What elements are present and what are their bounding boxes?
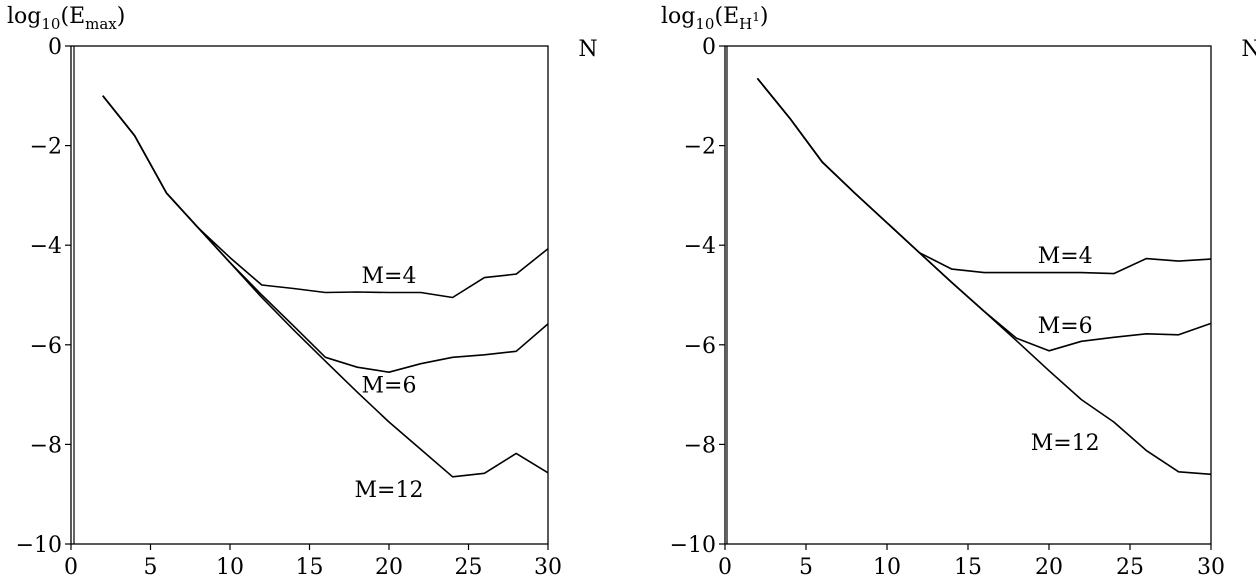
series-label: M=4	[362, 264, 417, 289]
x-tick-label: 25	[1116, 555, 1144, 580]
x-axis-label: N	[1241, 37, 1256, 62]
y-tick-label: 0	[702, 35, 716, 60]
series-label: M=4	[1038, 244, 1093, 269]
plot-frame	[70, 45, 549, 545]
x-tick-label: 5	[144, 555, 158, 580]
series-line-m-12	[756, 77, 1212, 476]
y-tick-label: −8	[30, 433, 62, 458]
x-tick-label: 30	[1197, 555, 1225, 580]
x-tick-label: 15	[296, 555, 324, 580]
series-label: M=12	[1031, 431, 1100, 456]
series-label: M=6	[362, 374, 417, 399]
plot-frame	[724, 45, 1212, 545]
chart-panel-2: 0−2−4−6−8−100 5 10 15 20 25 30Nlog10(EH1)M=4M=…	[661, 4, 1256, 580]
series-line-m-12	[102, 95, 549, 478]
chart-panel-1: 0−2−4−6−8−100 5 10 15 20 25 30Nlog10(Emax)M=4M…	[7, 4, 598, 580]
y-tick-label: −4	[684, 234, 716, 259]
x-tick-label: 0	[64, 555, 78, 580]
y-tick-label: −10	[16, 533, 62, 558]
y-axis-label: log10(Emax)	[7, 4, 125, 33]
series-label: M=12	[355, 478, 424, 503]
y-tick-label: −6	[684, 334, 716, 359]
y-tick-label: −2	[30, 135, 62, 160]
x-tick-label: 5	[799, 555, 813, 580]
y-tick-label: 0	[48, 35, 62, 60]
y-tick-label: −10	[670, 533, 716, 558]
x-tick-label: 10	[216, 555, 244, 580]
x-tick-label: 20	[375, 555, 403, 580]
x-tick-label: 10	[873, 555, 901, 580]
y-tick-label: −8	[684, 433, 716, 458]
series-label: M=6	[1038, 314, 1093, 339]
x-tick-label: 20	[1035, 555, 1063, 580]
x-tick-label: 0	[718, 555, 732, 580]
series-line-m-4	[756, 77, 1212, 275]
x-axis-label: N	[578, 37, 597, 62]
y-axis-label: log10(EH1)	[661, 4, 768, 33]
x-tick-label: 25	[455, 555, 483, 580]
x-tick-label: 15	[954, 555, 982, 580]
x-tick-label: 30	[534, 555, 562, 580]
y-tick-label: −2	[684, 135, 716, 160]
series-line-m-6	[756, 77, 1212, 352]
series-line-m-6	[102, 95, 549, 374]
y-tick-label: −6	[30, 334, 62, 359]
y-tick-label: −4	[30, 234, 62, 259]
